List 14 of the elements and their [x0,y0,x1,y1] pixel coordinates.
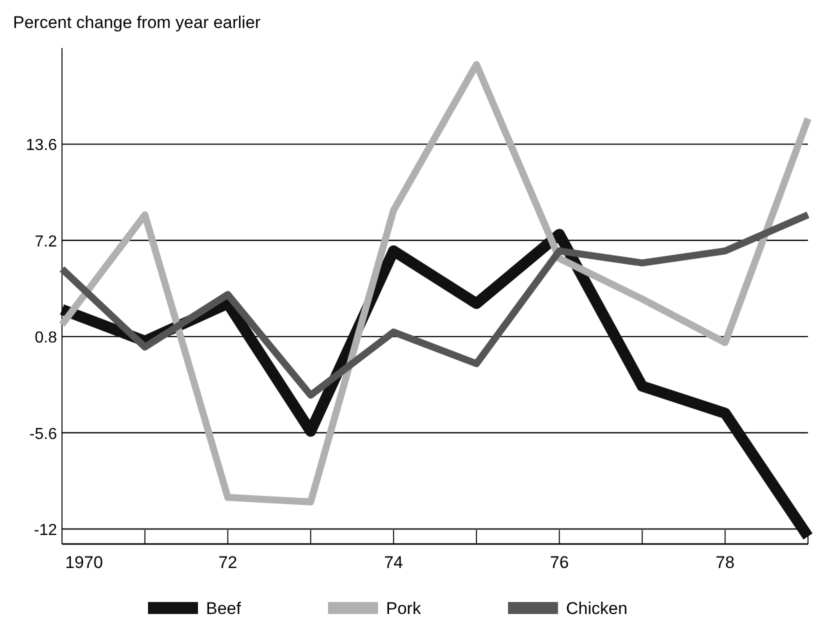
legend-label: Pork [386,599,422,618]
y-axis-title: Percent change from year earlier [13,13,261,32]
y-tick-label: 13.6 [26,137,58,154]
y-tick-label: -5.6 [29,426,58,443]
y-tick-label: 7.2 [34,233,58,250]
x-tick-label: 74 [384,553,404,572]
x-tick-label: 1970 [65,553,103,572]
legend-label: Beef [206,599,242,618]
x-tick-label: 72 [218,553,238,572]
y-tick-label: 0.8 [34,330,58,347]
x-tick-label: 78 [716,553,735,572]
y-tick-label: -12 [34,522,58,539]
x-tick-label: 76 [550,553,569,572]
legend-label: Chicken [566,599,628,618]
